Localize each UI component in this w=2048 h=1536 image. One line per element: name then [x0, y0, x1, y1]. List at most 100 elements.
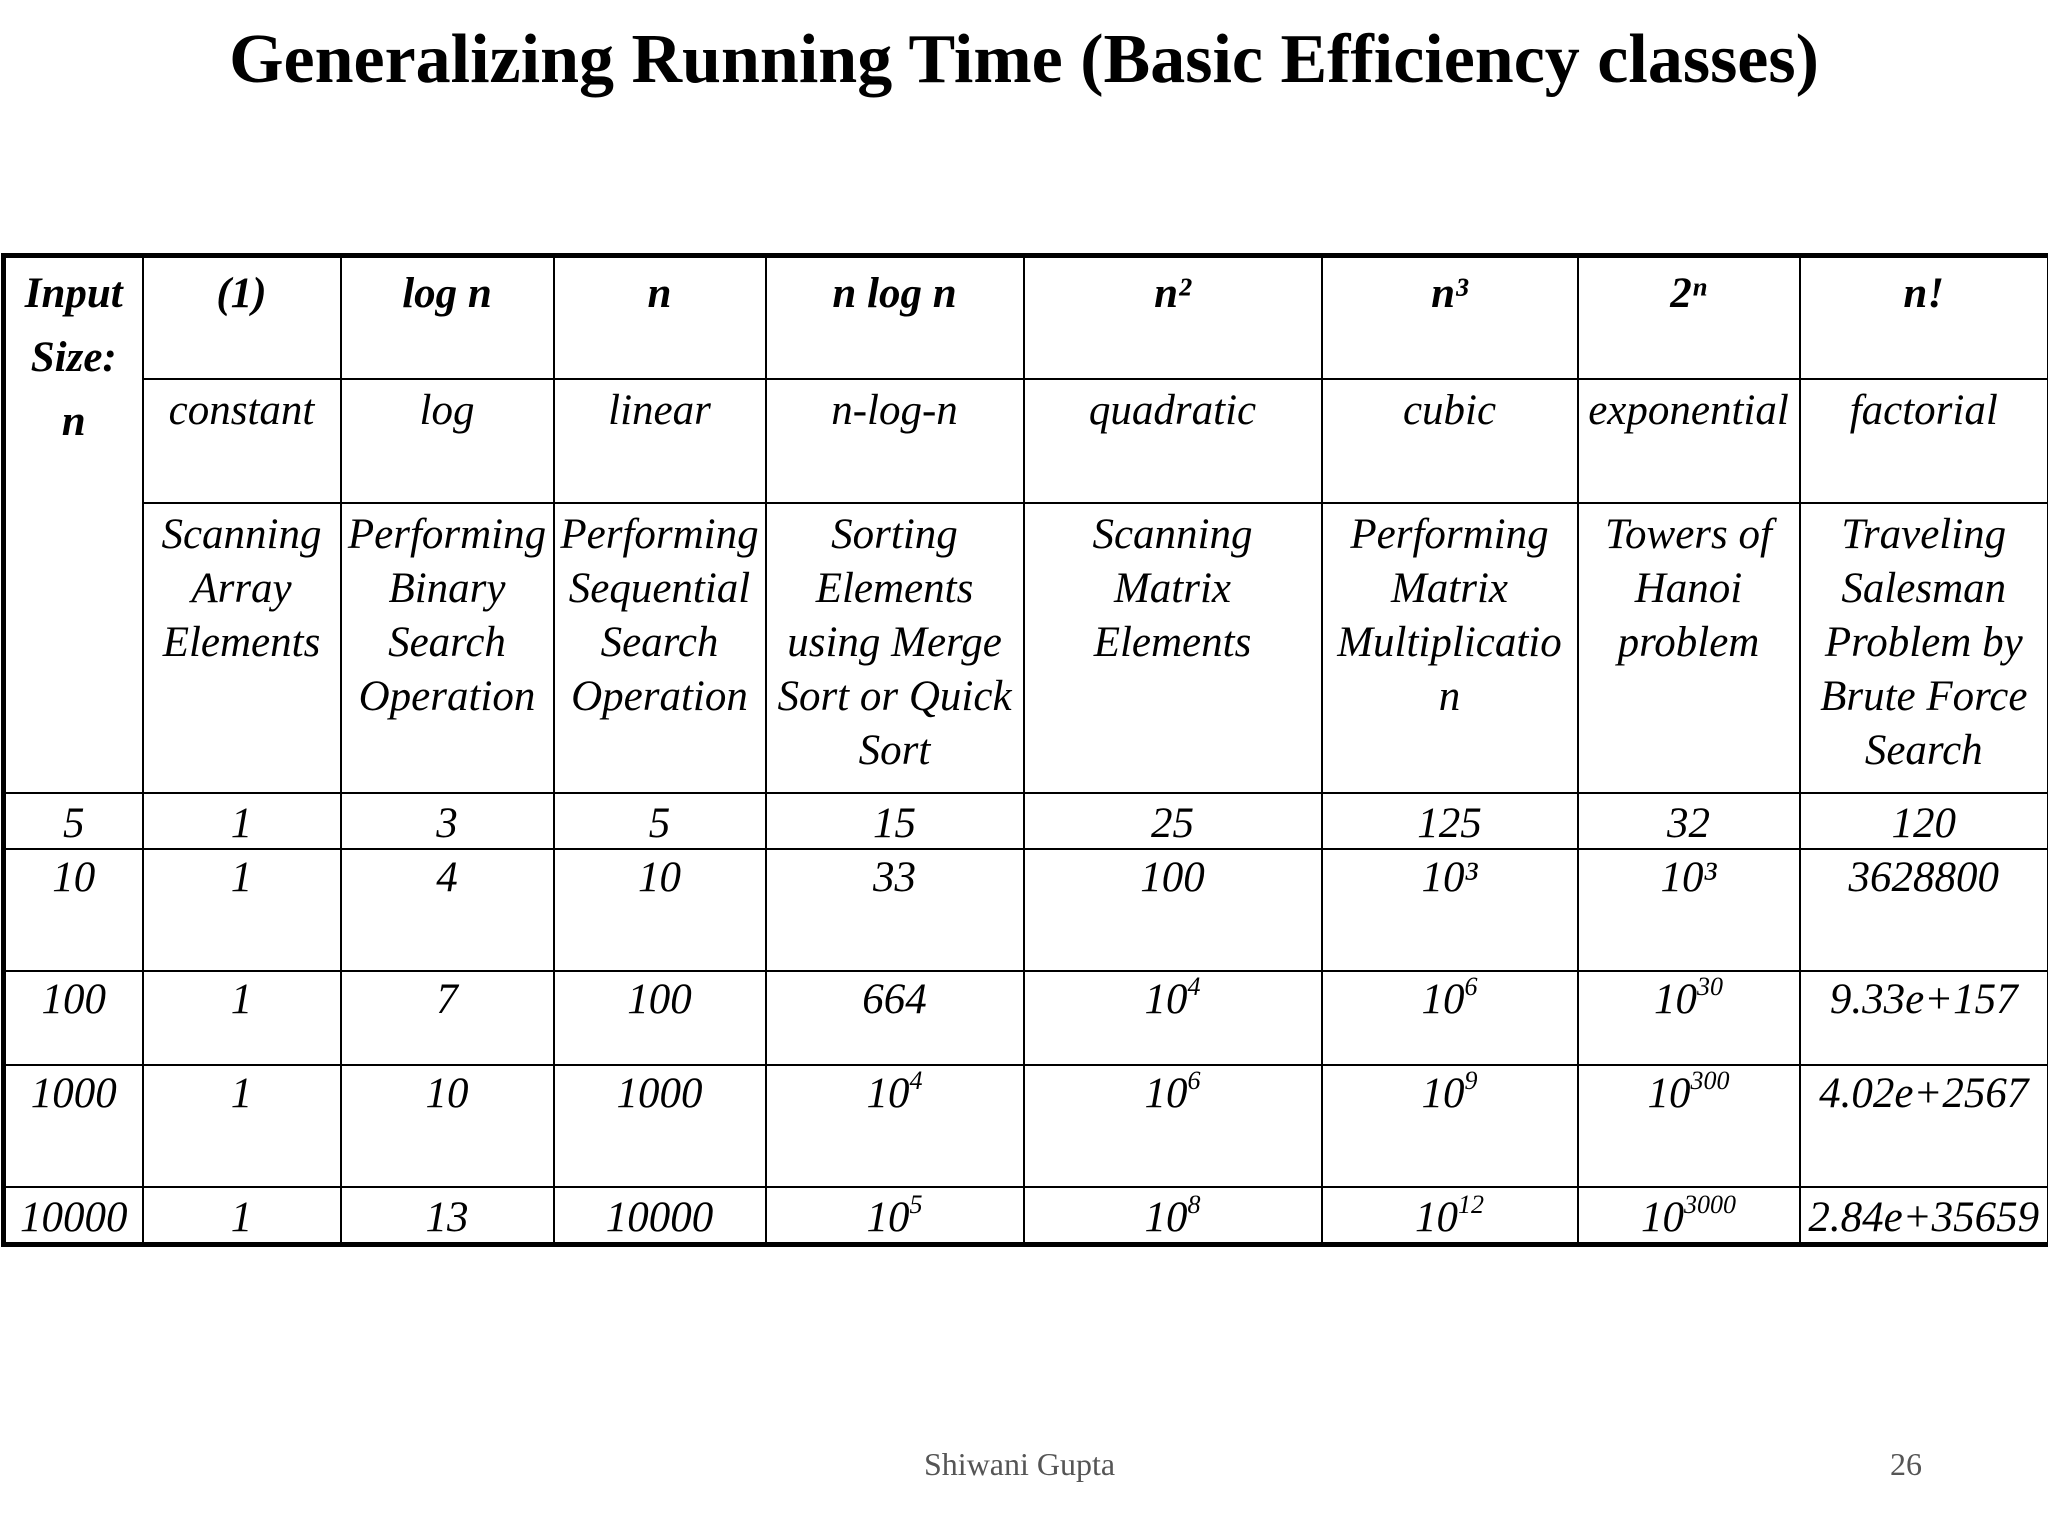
example-line: Elements [162, 619, 321, 666]
power-base: 10 [866, 1070, 910, 1117]
example-line: Scanning [161, 511, 322, 558]
data-row: 100 1 7 100 664 104 106 1030 9.33e+157 [2, 970, 2048, 1066]
example-line: n [1438, 673, 1461, 720]
example-cell: Sorting Elements using Merge Sort or Quick S… [764, 502, 1025, 794]
class-name-cell: quadratic [1022, 378, 1323, 504]
notation-cell: n² [1022, 254, 1323, 380]
example-line: Multiplicatio [1337, 619, 1562, 666]
value-cell: 109 [1320, 1064, 1579, 1188]
notation-cell: (1) [141, 254, 342, 380]
data-row: 5 1 3 5 15 25 125 32 120 [2, 792, 2048, 850]
value-cell: 10000 [552, 1186, 767, 1246]
example-line: Matrix [1113, 565, 1232, 612]
value-cell: 4 [339, 848, 555, 972]
example-cell: Scanning Array Elements [141, 502, 342, 794]
example-line: Performing [1350, 511, 1549, 558]
example-cell: Towers of Hanoi problem [1576, 502, 1801, 794]
power-exponent: 4 [909, 1066, 923, 1095]
example-cell: Scanning Matrix Elements [1022, 502, 1323, 794]
class-name-cell: n-log-n [764, 378, 1025, 504]
power-exponent: 4 [1187, 972, 1201, 1001]
notation-cell: n log n [764, 254, 1025, 380]
example-line: Sorting [831, 511, 958, 558]
example-line: Problem by [1824, 619, 2023, 666]
input-header-line: n [61, 398, 86, 445]
input-size-cell: 5 [2, 792, 144, 850]
example-line: Elements [815, 565, 974, 612]
value-cell: 1 [141, 1186, 342, 1246]
class-name-cell: linear [552, 378, 767, 504]
value-cell: 1012 [1320, 1186, 1579, 1246]
power-base: 10 [1654, 976, 1697, 1023]
notation-cell: log n [339, 254, 555, 380]
example-line: Towers of [1605, 511, 1772, 558]
example-line: Scanning [1092, 511, 1253, 558]
input-size-cell: 1000 [2, 1064, 144, 1188]
notation-cell: n [552, 254, 767, 380]
input-size-cell: 10000 [2, 1186, 144, 1246]
example-line: Search [388, 619, 506, 666]
value-cell: 1030 [1576, 970, 1801, 1066]
data-row: 10000 1 13 10000 105 108 1012 103000 2.84e+35659 [2, 1186, 2048, 1246]
power-exponent: 9 [1464, 1066, 1478, 1095]
value-cell: 106 [1320, 970, 1579, 1066]
power-base: 10 [866, 1194, 910, 1241]
example-line: Sort or Quick [777, 673, 1012, 720]
value-cell: 10300 [1576, 1064, 1801, 1188]
example-cell: Performing Binary Search Operation [339, 502, 555, 794]
notation-cell: n! [1798, 254, 2048, 380]
value-cell: 104 [764, 1064, 1025, 1188]
power-exponent: 300 [1690, 1066, 1730, 1095]
input-size-header: Input Size: n [2, 254, 144, 794]
example-line: Performing [560, 511, 759, 558]
power-base: 10 [1421, 1070, 1465, 1117]
example-cell: Performing Sequential Search Operation [552, 502, 767, 794]
notation-cell: 2ⁿ [1576, 254, 1801, 380]
value-cell: 125 [1320, 792, 1579, 850]
example-line: Search [1864, 727, 1983, 774]
value-cell: 3 [339, 792, 555, 850]
value-cell: 10 [552, 848, 767, 972]
power-base: 10 [1144, 1194, 1188, 1241]
power-exponent: 3000 [1684, 1190, 1736, 1219]
value-cell: 1 [141, 1064, 342, 1188]
notation-cell: n³ [1320, 254, 1579, 380]
class-name-cell: cubic [1320, 378, 1579, 504]
value-cell: 103000 [1576, 1186, 1801, 1246]
data-row: 10 1 4 10 33 100 10³ 10³ 3628800 [2, 848, 2048, 972]
value-cell: 100 [552, 970, 767, 1066]
power-base: 10 [1144, 976, 1188, 1023]
example-line: Search [600, 619, 719, 666]
example-line: Sequential [568, 565, 751, 612]
example-cell: Performing Matrix Multiplicatio n [1320, 502, 1579, 794]
example-line: Elements [1093, 619, 1252, 666]
power-base: 10 [1647, 1070, 1691, 1117]
value-cell: 106 [1022, 1064, 1323, 1188]
example-line: Array [191, 565, 292, 612]
value-cell: 120 [1798, 792, 2048, 850]
value-cell: 32 [1576, 792, 1801, 850]
power-base: 10 [1415, 1194, 1458, 1241]
value-cell: 9.33e+157 [1798, 970, 2048, 1066]
value-cell: 664 [764, 970, 1025, 1066]
example-line: Brute Force [1820, 673, 2028, 720]
slide-title: Generalizing Running Time (Basic Efficie… [229, 21, 1819, 98]
class-name-cell: exponential [1576, 378, 1801, 504]
example-line: Operation [358, 673, 536, 720]
page-number: 26 [1890, 1446, 1922, 1482]
class-name-cell: factorial [1798, 378, 2048, 504]
value-cell: 10 [339, 1064, 555, 1188]
value-cell: 105 [764, 1186, 1025, 1246]
value-cell: 100 [1022, 848, 1323, 972]
value-cell: 10³ [1320, 848, 1579, 972]
power-exponent: 8 [1187, 1190, 1201, 1219]
example-line: problem [1617, 619, 1760, 666]
example-line: Binary [388, 565, 506, 612]
input-size-cell: 100 [2, 970, 144, 1066]
power-base: 10 [1144, 1070, 1188, 1117]
example-line: Matrix [1390, 565, 1509, 612]
example-line: Operation [571, 673, 748, 720]
value-cell: 1 [141, 970, 342, 1066]
